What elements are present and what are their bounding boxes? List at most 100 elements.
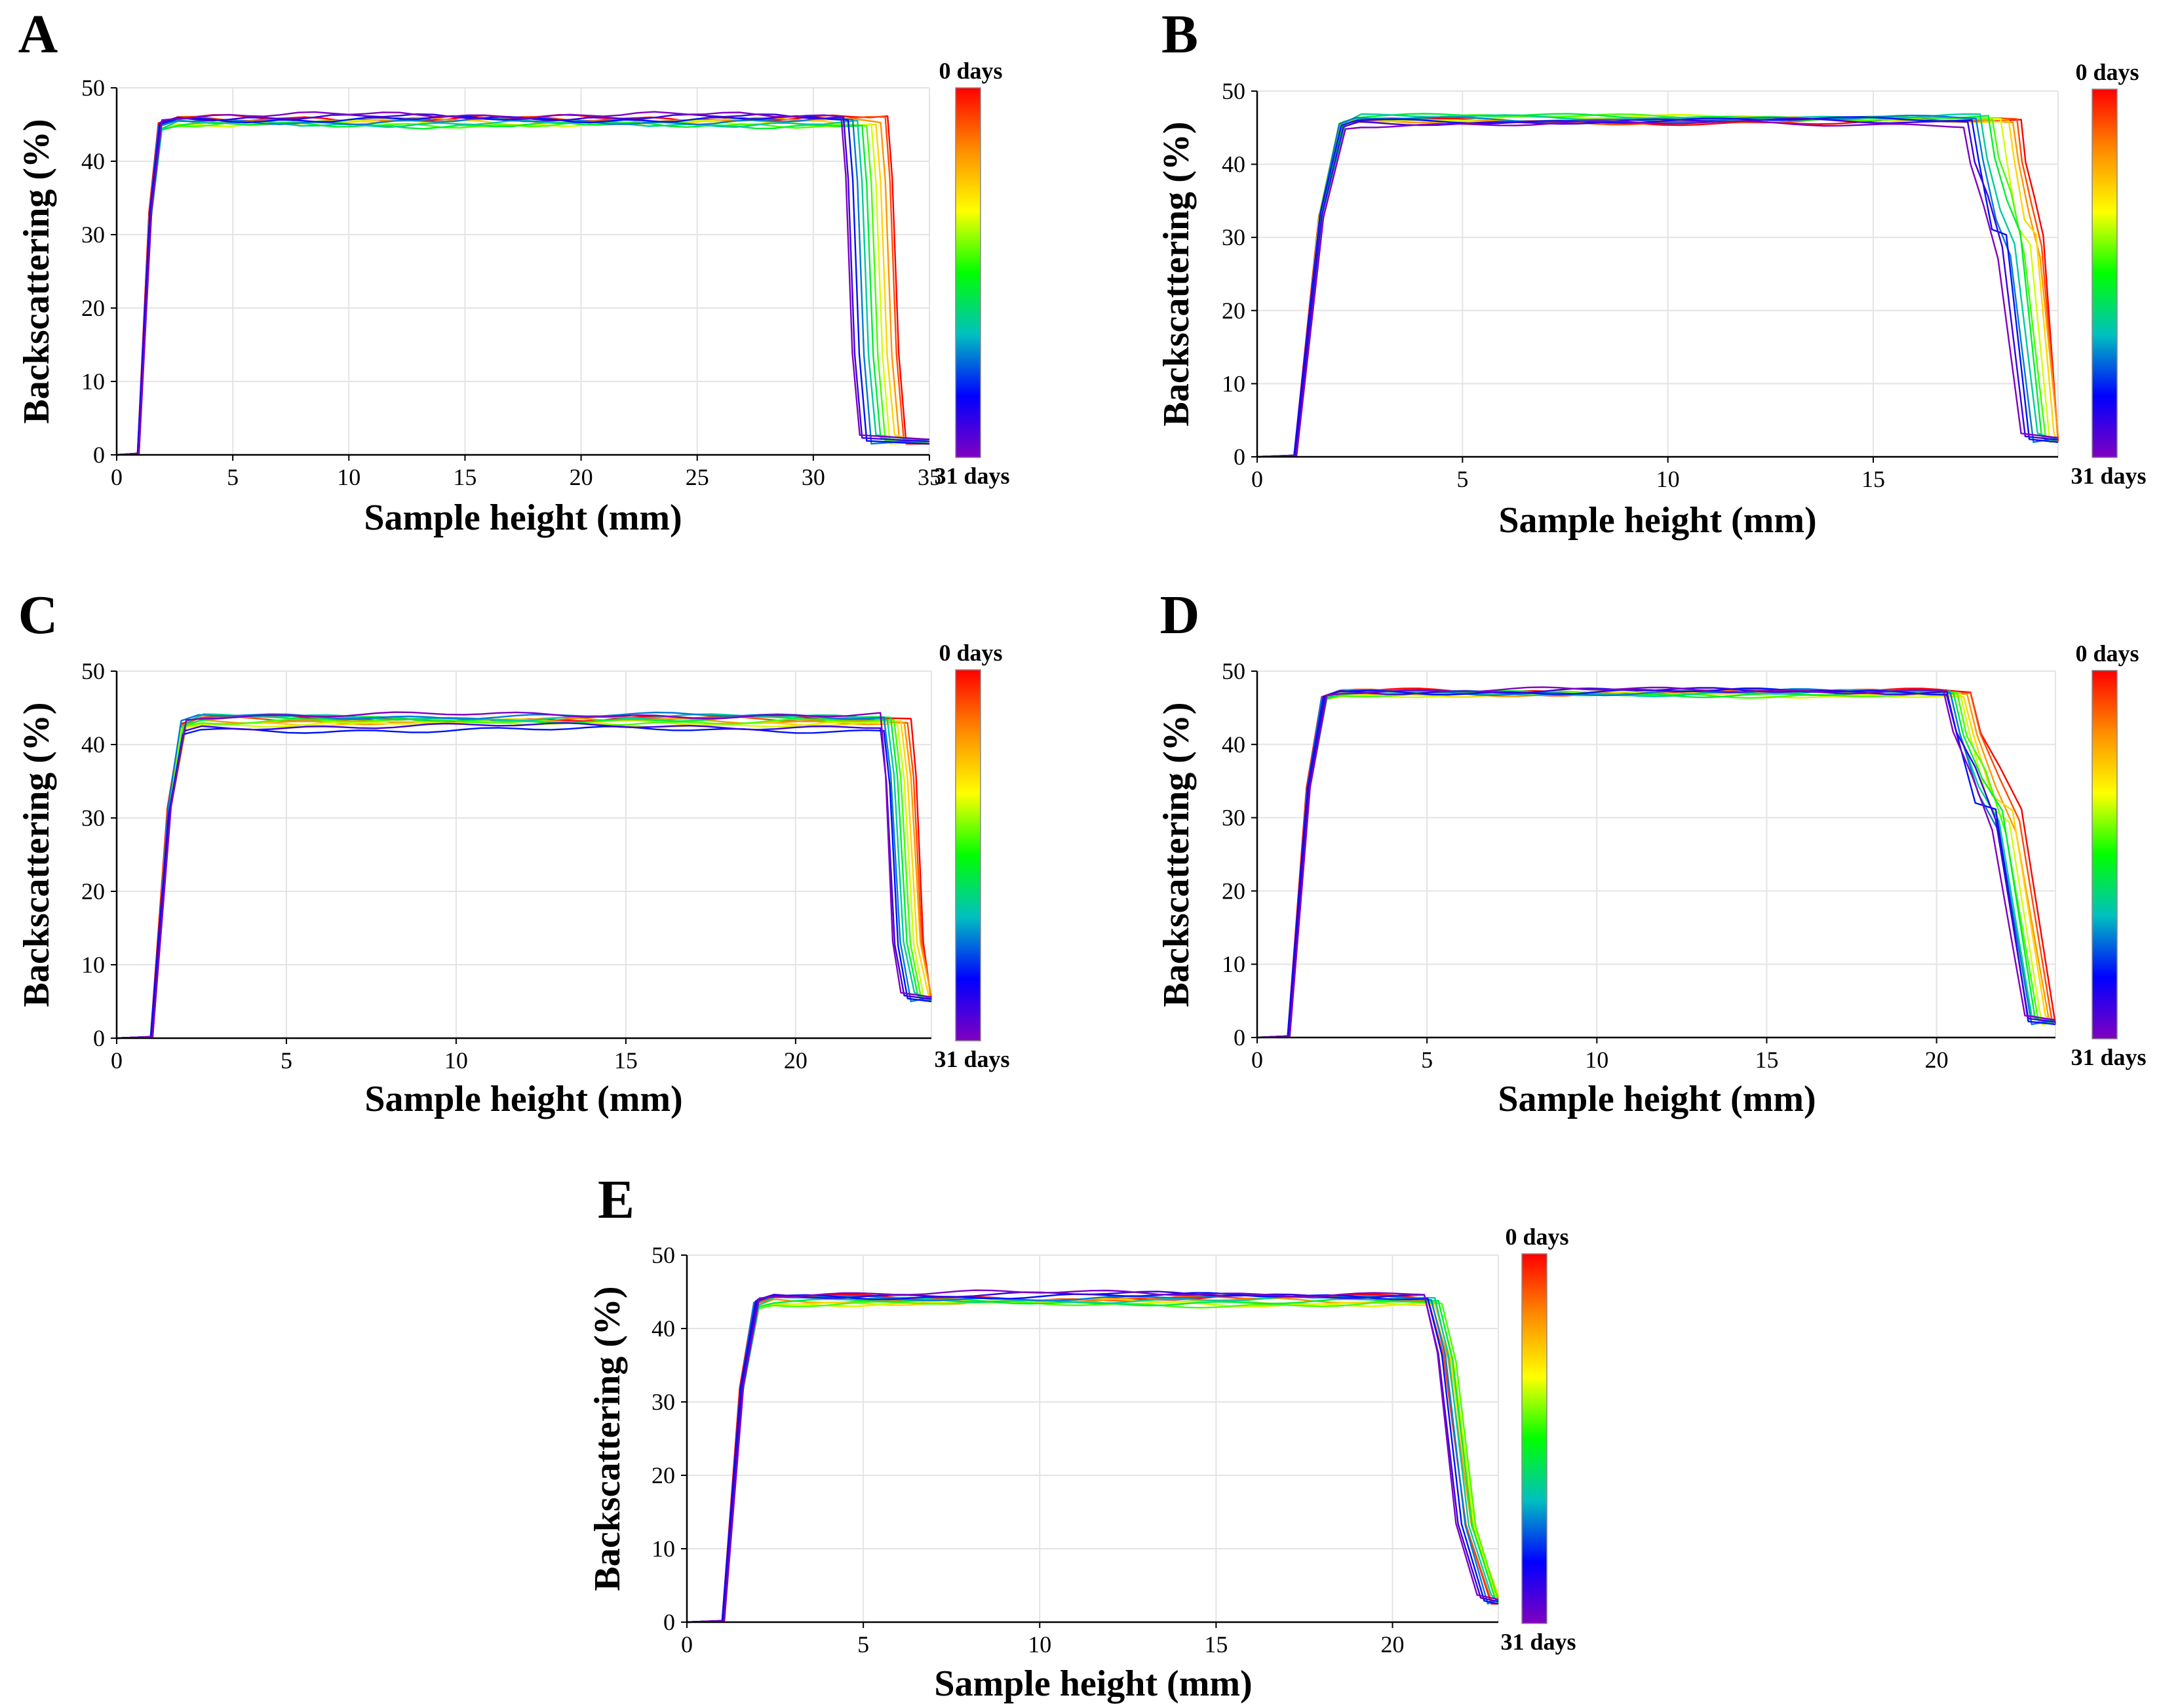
series-line-5 [1256, 113, 2059, 458]
x-tick-label: 5 [1421, 1047, 1433, 1073]
series-line-12 [686, 1289, 1499, 1623]
x-tick-label: 10 [337, 464, 360, 490]
y-tick-label: 30 [81, 805, 105, 831]
y-tick-label: 50 [652, 1242, 675, 1268]
y-tick-label: 30 [81, 222, 105, 248]
x-tick-label: 15 [453, 464, 477, 490]
x-tick-label: 15 [1204, 1631, 1228, 1658]
series-line-6 [1256, 690, 2056, 1039]
series-line-11 [1256, 117, 2059, 458]
x-axis-title: Sample height (mm) [934, 1663, 1252, 1704]
series-line-10 [1256, 688, 2056, 1039]
series-line-2 [1256, 688, 2056, 1039]
x-tick-label: 15 [1861, 466, 1885, 492]
series-line-3 [1256, 116, 2059, 458]
colorbar: 0 days 31 days [934, 58, 1009, 489]
colorbar-bottom-label: 31 days [934, 463, 1009, 489]
panel-letter: C [18, 585, 58, 646]
x-tick-label: 10 [1656, 466, 1680, 492]
series-line-12 [116, 711, 932, 1039]
x-tick-label: 0 [1251, 1047, 1263, 1073]
panel-a: A 0 5 10 15 20 25 30 35 0 10 20 30 40 50 Sample height … [16, 4, 1010, 538]
x-tick-label: 10 [1028, 1631, 1051, 1658]
series-line-9 [1256, 114, 2059, 458]
x-tick-label: 0 [681, 1631, 693, 1658]
series-line-11 [116, 113, 930, 456]
y-tick-label: 10 [81, 368, 105, 395]
y-tick-label: 20 [1222, 878, 1245, 904]
y-tick-label: 0 [1234, 1024, 1245, 1051]
x-tick-label: 10 [444, 1047, 468, 1074]
series-line-5 [1256, 690, 2056, 1039]
colorbar-top-label: 0 days [939, 640, 1002, 666]
series-line-9 [116, 711, 932, 1039]
x-tick-label: 20 [1925, 1047, 1949, 1073]
x-tick-label: 35 [918, 464, 941, 490]
series-line-2 [686, 1295, 1499, 1623]
y-tick-label: 20 [81, 295, 105, 321]
panel-b: B 0 5 10 15 0 10 20 30 40 50 Sample height (mm) Back… [1156, 4, 2147, 541]
series-line-1 [116, 113, 929, 456]
series-line-12 [1256, 120, 2059, 458]
series-line-1 [686, 1293, 1498, 1623]
y-tick-label: 40 [652, 1315, 675, 1342]
y-tick-label: 50 [81, 658, 105, 684]
series-line-7 [116, 121, 930, 456]
series-line-3 [116, 716, 933, 1039]
y-axis-title: Backscattering (%) [1156, 702, 1197, 1007]
series-line-6 [686, 1300, 1500, 1623]
series-line-3 [116, 117, 930, 456]
x-tick-label: 20 [784, 1047, 808, 1074]
gridlines [117, 87, 930, 455]
y-tick-label: 0 [663, 1609, 675, 1635]
x-tick-label: 5 [227, 464, 239, 490]
colorbar-gradient [955, 87, 981, 458]
x-tick-label: 30 [802, 464, 825, 490]
gridlines [687, 1254, 1499, 1622]
series-group [1256, 113, 2059, 458]
series-line-10 [116, 115, 930, 456]
panel-letter: B [1161, 4, 1198, 65]
y-tick-label: 10 [1222, 951, 1245, 977]
colorbar-top-label: 0 days [1505, 1224, 1568, 1250]
series-line-9 [116, 117, 930, 456]
series-line-1 [1256, 688, 2057, 1039]
series-line-8 [1256, 689, 2056, 1039]
panel-letter: E [598, 1169, 634, 1230]
colorbar-bottom-label: 31 days [2071, 463, 2146, 489]
series-line-4 [1256, 115, 2059, 458]
y-tick-label: 30 [652, 1389, 675, 1415]
series-line-3 [1256, 689, 2056, 1039]
gridlines [1257, 90, 2059, 457]
y-tick-label: 0 [93, 442, 105, 468]
series-line-12 [1256, 686, 2056, 1039]
y-axis-title: Backscattering (%) [587, 1286, 628, 1591]
x-tick-label: 15 [614, 1047, 638, 1074]
y-axis-title: Backscattering (%) [1156, 121, 1197, 426]
series-line-7 [686, 1298, 1500, 1623]
series-line-7 [1256, 113, 2059, 458]
panel-letter: D [1160, 585, 1200, 646]
series-line-12 [116, 111, 930, 456]
y-tick-label: 0 [93, 1025, 105, 1051]
panel-c: C 0 5 10 15 20 0 10 20 30 40 50 Sample height (mm) Ba… [16, 585, 1010, 1119]
series-line-6 [1256, 113, 2059, 458]
y-tick-label: 40 [1222, 151, 1245, 178]
colorbar-gradient [955, 669, 981, 1041]
x-tick-label: 20 [1381, 1631, 1405, 1658]
series-line-4 [686, 1298, 1500, 1623]
series-line-8 [1256, 113, 2059, 458]
series-line-8 [686, 1296, 1499, 1623]
series-line-9 [686, 1293, 1499, 1623]
series-line-5 [686, 1299, 1500, 1623]
x-axis-title: Sample height (mm) [364, 1079, 682, 1119]
gridlines [1257, 670, 2056, 1038]
series-line-4 [1256, 689, 2056, 1039]
series-line-1 [1256, 117, 2059, 458]
panel-letter: A [18, 4, 58, 65]
colorbar-bottom-label: 31 days [2071, 1044, 2146, 1070]
y-tick-label: 40 [81, 731, 105, 758]
series-line-4 [116, 118, 930, 456]
series-group [116, 711, 933, 1039]
x-axis-title: Sample height (mm) [1498, 1079, 1816, 1119]
